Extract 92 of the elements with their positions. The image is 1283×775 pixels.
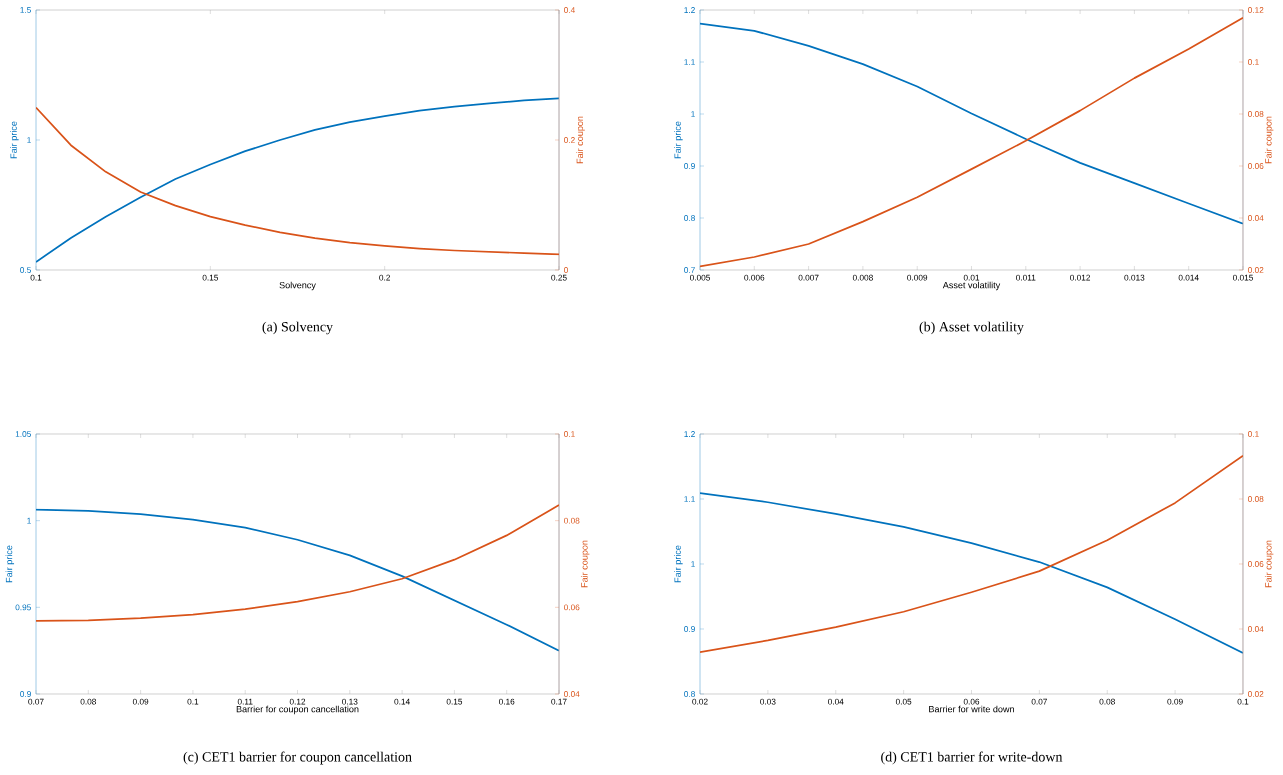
y2-tick-label: 0.08	[1248, 111, 1264, 117]
y2-tick-label: 0.04	[1248, 215, 1264, 221]
x-tick-label: 0.09	[132, 698, 149, 705]
line-series	[700, 454, 1243, 653]
y-tick-label: 1.05	[15, 431, 31, 437]
line-series	[700, 16, 1243, 268]
y2-tick-label: 0.06	[1248, 561, 1264, 567]
x-axis-title: Barrier for write down	[929, 705, 1014, 713]
x-tick-label: 0.01	[963, 274, 980, 281]
y2-tick-label: 0.06	[1248, 163, 1264, 169]
y-tick-label: 1.5	[20, 7, 31, 13]
y-tick-label: 0.7	[684, 267, 695, 273]
y2-axis-title: Fair coupon	[1264, 116, 1274, 164]
x-tick-label: 0.09	[1167, 698, 1183, 705]
x-axis-title: Solvency	[279, 281, 316, 291]
x-tick-label: 0.006	[744, 274, 765, 281]
y-tick-label: 0.9	[684, 626, 695, 632]
x-tick-label: 0.25	[551, 274, 567, 281]
y2-tick-label: 0.1	[564, 431, 575, 437]
x-tick-label: 0.16	[498, 698, 515, 705]
x-tick-label: 0.03	[760, 698, 776, 705]
y2-axis-title: Fair coupon	[1264, 540, 1274, 588]
y2-tick-label: 0.04	[564, 691, 580, 697]
x-tick-label: 0.1	[187, 698, 199, 705]
text: (b) Asset volatility	[919, 321, 1024, 335]
y-tick-label: 1.2	[684, 7, 695, 13]
line-series	[700, 492, 1243, 654]
y2-tick-label: 0.12	[1248, 7, 1264, 13]
y2-axis-title: Fair coupon	[576, 116, 585, 164]
y-tick-label: 0.8	[684, 215, 695, 221]
x-tick-label: 0.06	[963, 698, 980, 705]
y2-tick-label: 0	[564, 267, 568, 273]
x-tick-label: 0.015	[1232, 274, 1253, 281]
x-tick-label: 0.08	[80, 698, 96, 705]
y2-tick-label: 0.1	[1248, 431, 1259, 437]
x-tick-label: 0.04	[828, 698, 844, 705]
x-tick-label: 0.12	[289, 698, 306, 705]
y-tick-label: 1	[27, 137, 31, 143]
y-tick-label: 1.2	[684, 431, 695, 437]
y-axis-title: Fair price	[5, 545, 15, 583]
y-tick-label: 1	[691, 111, 695, 117]
x-tick-label: 0.013	[1124, 274, 1145, 281]
x-tick-label: 0.2	[379, 274, 390, 281]
x-tick-label: 0.005	[689, 274, 710, 281]
x-tick-label: 0.011	[1016, 274, 1036, 281]
x-tick-label: 0.009	[907, 274, 928, 281]
y2-tick-label: 0.08	[1248, 496, 1264, 502]
y2-tick-label: 0.02	[1248, 691, 1264, 697]
y2-tick-label: 0.02	[1248, 267, 1264, 273]
x-tick-label: 0.07	[28, 698, 44, 705]
y-axis-title: Fair price	[10, 121, 19, 159]
y2-tick-label: 0.06	[564, 604, 580, 611]
x-tick-label: 0.1	[30, 274, 42, 281]
x-tick-label: 0.15	[446, 698, 463, 705]
y-tick-label: 1	[691, 561, 695, 567]
y2-tick-label: 0.2	[564, 137, 575, 143]
x-tick-label: 0.13	[342, 698, 358, 705]
y-axis-title: Fair price	[674, 121, 683, 159]
y2-tick-label: 0.1	[1248, 59, 1259, 65]
y-tick-label: 1.1	[684, 59, 695, 65]
x-tick-label: 0.14	[394, 698, 410, 705]
line-series	[700, 22, 1243, 225]
text: (c) CET1 barrier for coupon cancellation	[183, 751, 412, 765]
x-tick-label: 0.012	[1070, 274, 1091, 281]
y2-tick-label: 0.04	[1248, 626, 1264, 632]
x-tick-label: 0.07	[1031, 698, 1047, 705]
y-tick-label: 0.9	[20, 691, 31, 697]
y-tick-label: 0.8	[684, 691, 695, 697]
text: (d) CET1 barrier for write-down	[881, 751, 1063, 765]
x-tick-label: 0.007	[798, 274, 819, 281]
x-tick-label: 0.1	[1237, 698, 1249, 705]
x-axis-title: Barrier for coupon cancellation	[236, 705, 359, 715]
line-series	[36, 504, 559, 622]
x-tick-label: 0.014	[1178, 274, 1199, 281]
x-tick-label: 0.02	[692, 698, 708, 705]
y-axis-title: Fair price	[674, 545, 683, 583]
y-tick-label: 1.1	[684, 496, 695, 502]
x-tick-label: 0.15	[202, 274, 219, 281]
y-tick-label: 0.9	[684, 163, 695, 169]
y2-tick-label: 0.08	[564, 517, 580, 524]
x-tick-label: 0.08	[1099, 698, 1115, 705]
text: (a) Solvency	[262, 321, 334, 335]
x-axis-title: Asset volatility	[942, 281, 1001, 291]
y-tick-label: 0.5	[20, 267, 31, 273]
x-tick-label: 0.05	[895, 698, 912, 705]
y-tick-label: 0.95	[15, 604, 31, 611]
y2-tick-label: 0.4	[564, 7, 575, 13]
y2-axis-title: Fair coupon	[580, 540, 590, 588]
x-tick-label: 0.17	[551, 698, 567, 705]
x-tick-label: 0.11	[237, 698, 253, 705]
x-tick-label: 0.008	[852, 274, 873, 281]
y-tick-label: 1	[27, 517, 31, 524]
